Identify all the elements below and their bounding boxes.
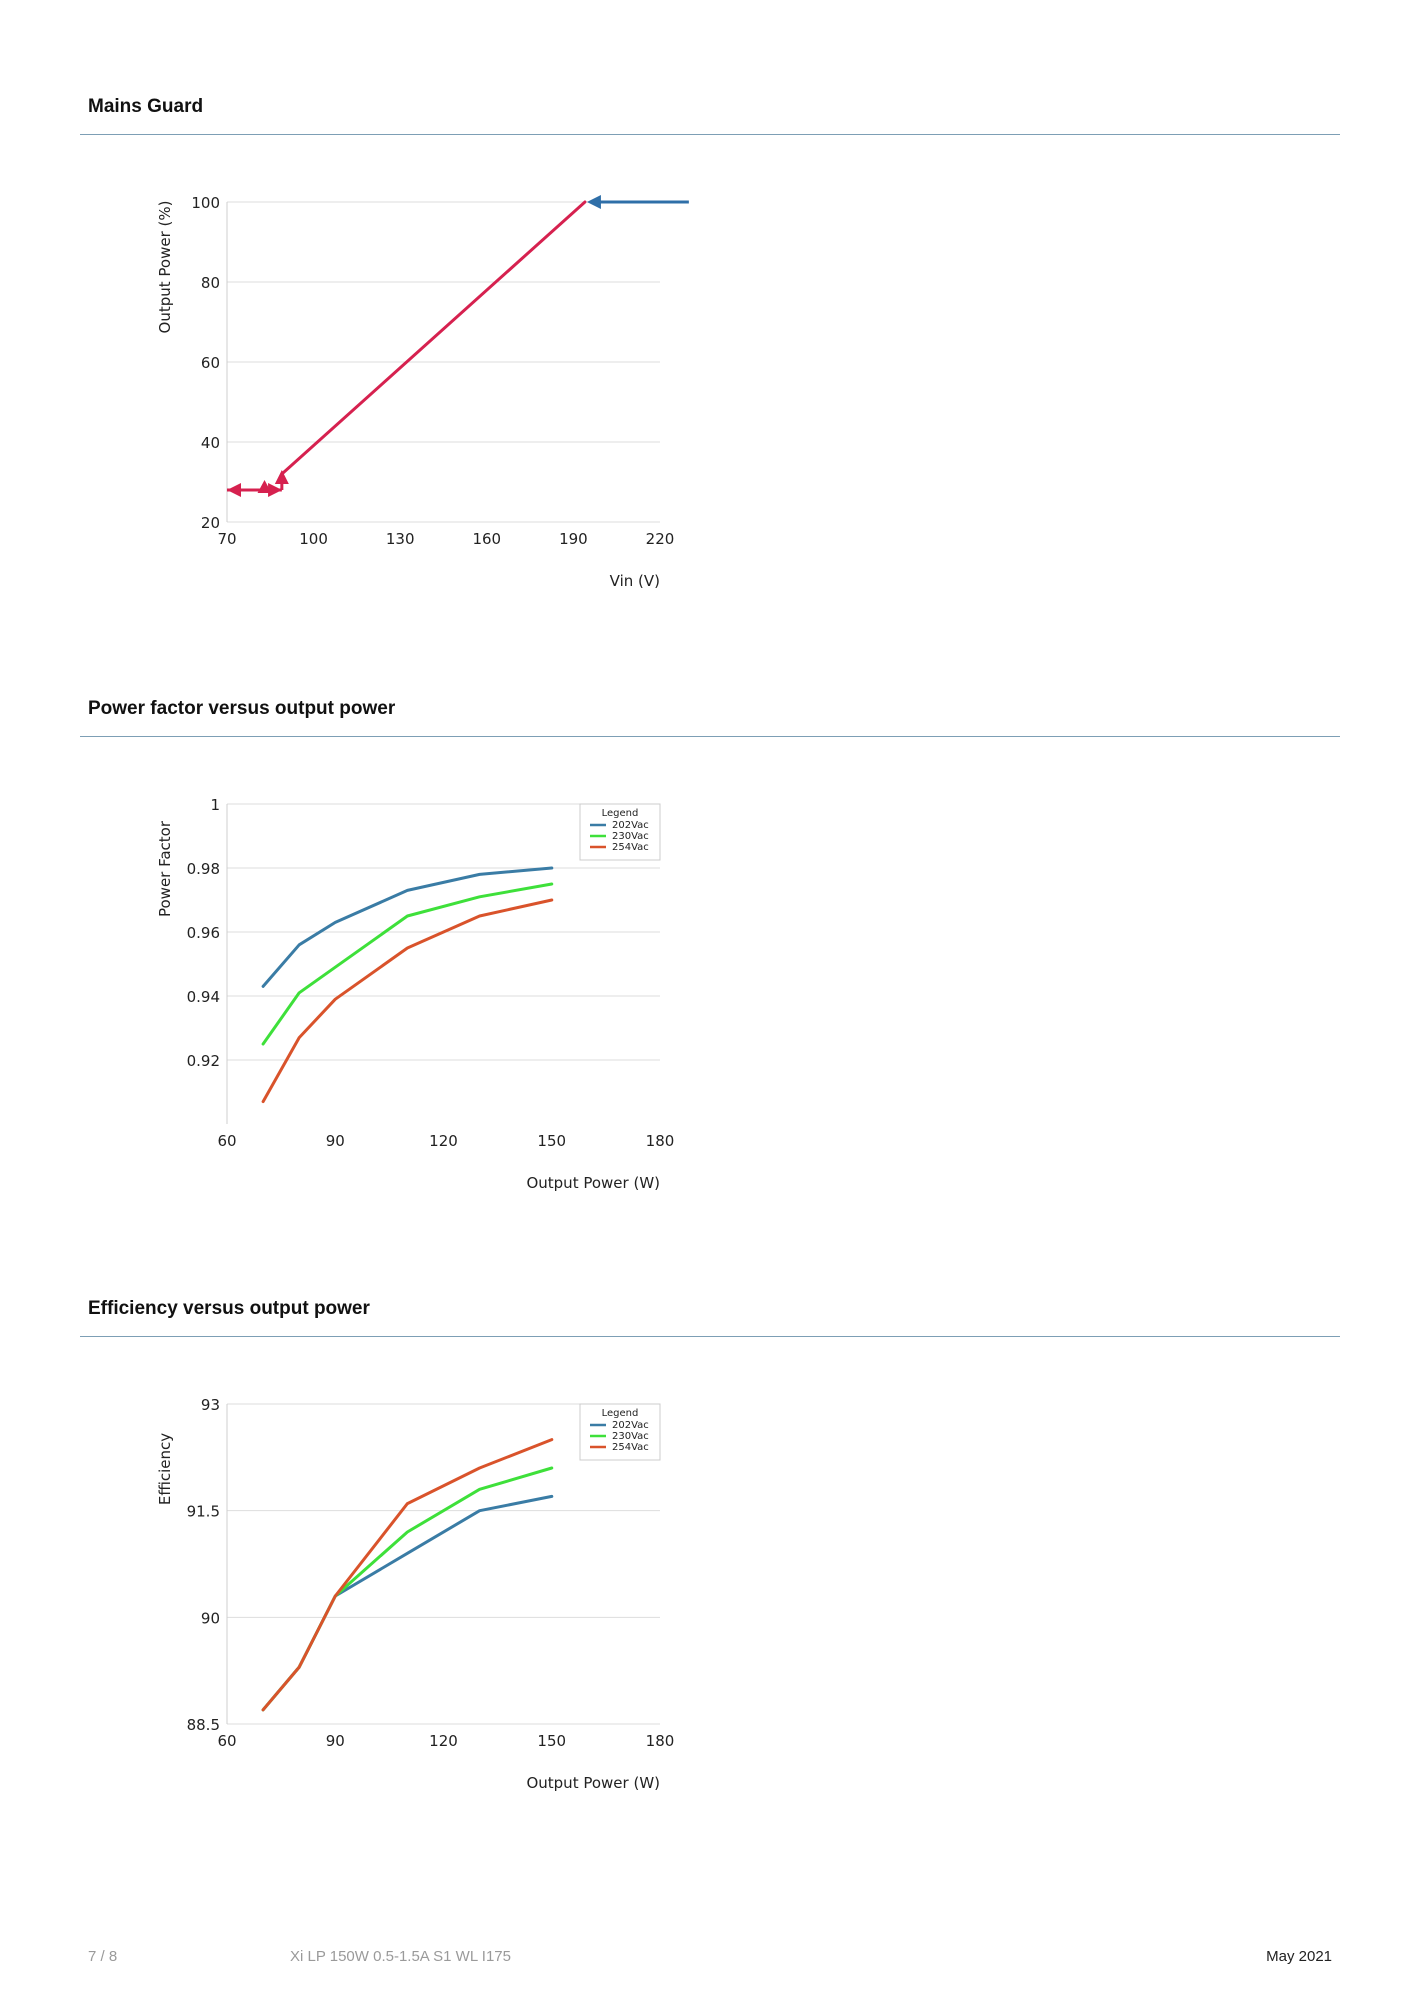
y-tick-label: 0.94 <box>187 988 220 1006</box>
x-tick-label: 60 <box>217 1732 236 1750</box>
legend-title: Legend <box>602 808 639 819</box>
series-line-254Vac <box>261 1438 554 1712</box>
power-factor-chart-svg: 0.92 0.94 0.96 0.98 1 60 90 120 150 180 Output Pow… <box>156 796 675 1192</box>
y-tick-label: 0.98 <box>187 860 220 878</box>
x-tick-label: 90 <box>326 1732 345 1750</box>
series-line-202Vac <box>261 866 554 988</box>
legend-item-label: 202Vac <box>612 820 649 831</box>
y-tick-label: 93 <box>201 1396 220 1414</box>
legend-box <box>579 803 661 861</box>
y-tick-label: 40 <box>201 434 220 452</box>
legend-item-label: 202Vac <box>612 1420 649 1431</box>
x-tick-label: 150 <box>537 1132 566 1150</box>
y-axis-title: Power Factor <box>156 820 174 917</box>
y-axis-title: Efficiency <box>156 1433 174 1505</box>
section-divider <box>80 1336 1340 1337</box>
x-axis-title: Output Power (W) <box>526 1774 660 1792</box>
x-axis-title: Vin (V) <box>610 572 660 590</box>
legend-item-label: 230Vac <box>612 1431 649 1442</box>
efficiency-chart-svg: 88.5 90 91.5 93 60 90 120 150 180 Output Power (W… <box>156 1396 675 1792</box>
x-tick-label: 60 <box>217 1132 236 1150</box>
y-tick-label: 60 <box>201 354 220 372</box>
x-tick-label: 130 <box>386 530 415 548</box>
mains-guard-chart-svg: 20 40 60 80 100 70 100 130 160 190 220 Vin (V) Outpu… <box>156 194 689 590</box>
x-axis-title: Output Power (W) <box>526 1174 660 1192</box>
y-tick-label: 20 <box>201 514 220 532</box>
legend-item-label: 254Vac <box>612 842 649 853</box>
arrow-up-icon <box>257 480 272 493</box>
y-tick-label: 0.92 <box>187 1052 220 1070</box>
x-tick-label: 160 <box>472 530 501 548</box>
series-line-230Vac <box>261 882 554 1046</box>
efficiency-chart: 88.5 90 91.5 93 60 90 120 150 180 Output Power (W… <box>140 1382 700 1812</box>
y-tick-label: 100 <box>191 194 220 212</box>
arrow-left-icon <box>586 195 601 209</box>
series-line-254Vac <box>261 898 554 1104</box>
y-axis-title: Output Power (%) <box>156 201 174 334</box>
x-tick-label: 180 <box>646 1732 675 1750</box>
arrow-left-icon <box>227 483 241 497</box>
mains-derating-line <box>280 200 587 476</box>
page-number: 7 / 8 <box>88 1948 118 1965</box>
x-tick-label: 180 <box>646 1132 675 1150</box>
x-tick-label: 190 <box>559 530 588 548</box>
x-tick-label: 120 <box>429 1132 458 1150</box>
section-title-mains-guard: Mains Guard <box>88 96 204 117</box>
x-tick-label: 90 <box>326 1132 345 1150</box>
section-title-efficiency: Efficiency versus output power <box>88 1298 370 1319</box>
y-tick-label: 1 <box>210 796 220 814</box>
x-tick-label: 220 <box>646 530 675 548</box>
product-name: Xi LP 150W 0.5-1.5A S1 WL I175 <box>290 1948 511 1965</box>
y-tick-label: 88.5 <box>187 1716 220 1734</box>
x-tick-label: 150 <box>537 1732 566 1750</box>
x-tick-label: 100 <box>299 530 328 548</box>
section-title-power-factor: Power factor versus output power <box>88 698 396 719</box>
y-tick-label: 80 <box>201 274 220 292</box>
legend-item-label: 230Vac <box>612 831 649 842</box>
mains-guard-chart: 20 40 60 80 100 70 100 130 160 190 220 Vin (V) Outpu… <box>140 180 700 610</box>
publication-date: May 2021 <box>1266 1948 1332 1965</box>
legend-title: Legend <box>602 1408 639 1419</box>
y-tick-label: 0.96 <box>187 924 220 942</box>
x-tick-label: 120 <box>429 1732 458 1750</box>
section-divider <box>80 736 1340 737</box>
y-tick-label: 90 <box>201 1609 220 1627</box>
legend-item-label: 254Vac <box>612 1442 649 1453</box>
section-divider <box>80 134 1340 135</box>
series-line-202Vac <box>261 1494 554 1712</box>
arrow-right-icon <box>268 483 283 497</box>
legend-box <box>579 1403 661 1461</box>
y-tick-label: 91.5 <box>187 1503 220 1521</box>
power-factor-chart: 0.92 0.94 0.96 0.98 1 60 90 120 150 180 Output Pow… <box>140 782 700 1212</box>
arrow-up-icon <box>274 470 289 484</box>
x-tick-label: 70 <box>217 530 236 548</box>
